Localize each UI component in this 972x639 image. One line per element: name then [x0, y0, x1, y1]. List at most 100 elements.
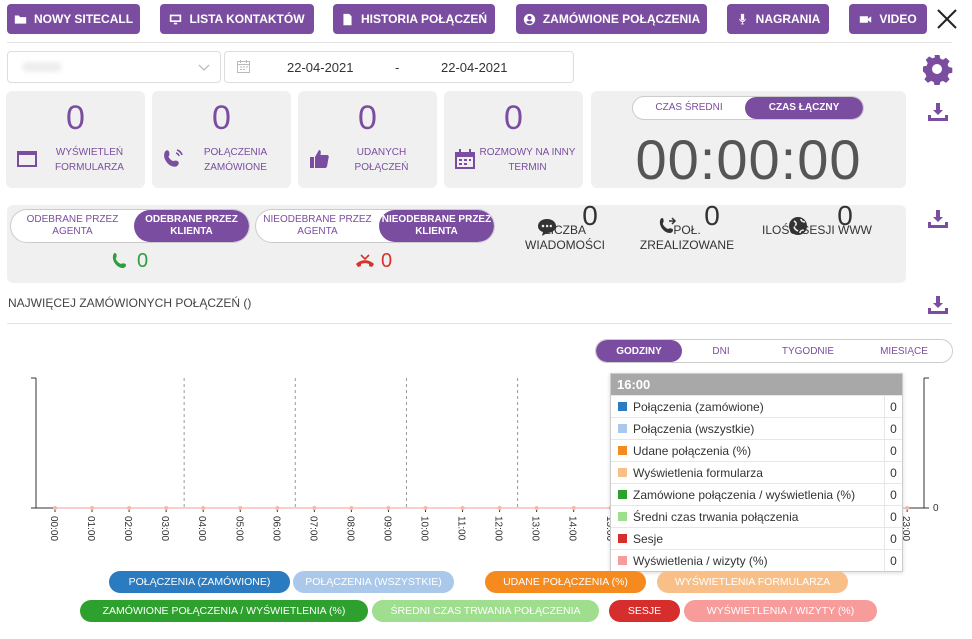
- tab-weeks[interactable]: TYGODNIE: [781, 345, 835, 357]
- data-point: [497, 506, 502, 510]
- stat-value: 0: [212, 99, 231, 137]
- tab-months[interactable]: MIESIĄCE: [880, 345, 928, 357]
- x-tick-label: 02:00: [122, 516, 133, 541]
- x-tick-label: 12:00: [493, 516, 504, 541]
- tooltip-row: Wyświetlenia / wizyty (%) 0: [611, 549, 902, 571]
- data-point: [53, 506, 57, 510]
- nav-ordered-calls-button[interactable]: ZAMÓWIONE POŁĄCZENIA: [516, 4, 707, 34]
- x-tick-label: 07:00: [307, 516, 318, 541]
- tooltip-value: 0: [884, 396, 902, 417]
- legend-toggle-button[interactable]: WYŚWIETLENIA / WIZYTY (%): [684, 600, 877, 622]
- legend-toggle-button[interactable]: UDANE POŁĄCZENIA (%): [485, 571, 646, 593]
- tooltip-value: 0: [884, 506, 902, 527]
- nav-new-sitecall-button[interactable]: NOWY SITECALL: [7, 4, 140, 34]
- thumbs-up-icon: [310, 150, 329, 168]
- tooltip-series-name: Wyświetlenia formularza: [633, 465, 763, 480]
- data-point: [127, 506, 132, 510]
- download-icon[interactable]: [928, 103, 948, 121]
- section-divider: [7, 323, 952, 324]
- tooltip-row: Udane połączenia (%) 0: [611, 439, 902, 461]
- messages-stat: 0 LICZBA WIADOMOŚCI: [505, 200, 625, 253]
- tab-received-by-agent[interactable]: ODEBRANE PRZEZ AGENTA: [26, 214, 119, 237]
- legend-toggle-button[interactable]: WYŚWIETLENIA FORMULARZA: [657, 571, 848, 593]
- tab-received-by-client[interactable]: ODEBRANE PRZEZ KLIENTA: [133, 210, 249, 242]
- gear-icon[interactable]: [921, 53, 953, 85]
- tooltip-series-name: Zamówione połączenia / wyświetlenia (%): [633, 487, 856, 502]
- x-tick-label: 08:00: [344, 516, 355, 541]
- tooltip-swatch: [618, 446, 627, 455]
- tooltip-title: 16:00: [611, 374, 902, 395]
- nav-contact-list-button[interactable]: LISTA KONTAKTÓW: [160, 4, 314, 34]
- download-icon[interactable]: [928, 210, 948, 228]
- legend-toggle-button[interactable]: SESJE: [609, 600, 680, 622]
- time-granularity-tabs: GODZINY DNI TYGODNIE MIESIĄCE: [595, 339, 953, 363]
- x-tick-label: 11:00: [456, 516, 467, 541]
- date-range-picker[interactable]: 22-04-2021 - 22-04-2021: [224, 51, 574, 83]
- tab-missed-by-agent[interactable]: NIEODEBRANE PRZEZ AGENTA: [263, 214, 372, 237]
- nav-recordings-button[interactable]: NAGRANIA: [727, 4, 829, 34]
- data-point: [534, 506, 539, 510]
- missed-toggle: NIEODEBRANE PRZEZ AGENTA NIEODEBRANE PRZ…: [255, 209, 495, 243]
- phone-ringing-icon: [164, 149, 183, 167]
- messages-label: LICZBA WIADOMOŚCI: [525, 223, 605, 252]
- stat-label: UDANYCH POŁĄCZEŃ: [354, 147, 409, 173]
- tab-missed-by-client[interactable]: NIEODEBRANE PRZEZ KLIENTA: [378, 210, 494, 242]
- legend-toggle-button[interactable]: POŁĄCZENIA (ZAMÓWIONE): [109, 571, 290, 593]
- tooltip-row: Wyświetlenia formularza 0: [611, 461, 902, 483]
- account-select[interactable]: [7, 51, 221, 83]
- tooltip-swatch: [618, 468, 627, 477]
- x-tick-label: 00:00: [48, 516, 59, 541]
- top-divider: [7, 42, 952, 43]
- messages-value: 0: [582, 200, 598, 231]
- tab-total-time[interactable]: CZAS ŁĄCZNY: [745, 97, 863, 119]
- stat-card-successful-calls: 0 UDANYCH POŁĄCZEŃ: [298, 91, 437, 188]
- download-icon[interactable]: [928, 296, 948, 314]
- section-title: NAJWIĘCEJ ZAMÓWIONYCH POŁĄCZEŃ (): [8, 296, 252, 310]
- data-point: [164, 506, 169, 510]
- close-icon[interactable]: [936, 8, 958, 30]
- duration-card: CZAS ŚREDNI CZAS ŁĄCZNY 00:00:00: [591, 91, 906, 191]
- tooltip-row: Połączenia (wszystkie) 0: [611, 417, 902, 439]
- calls-summary-card: ODEBRANE PRZEZ AGENTA ODEBRANE PRZEZ KLI…: [7, 200, 906, 283]
- tooltip-value: 0: [884, 484, 902, 505]
- data-point: [571, 506, 576, 510]
- tooltip-row: Średni czas trwania połączenia 0: [611, 505, 902, 527]
- legend-toggle-button[interactable]: ŚREDNI CZAS TRWANIA POŁĄCZENIA: [372, 600, 599, 622]
- nav-call-history-button[interactable]: HISTORIA POŁĄCZEŃ: [333, 4, 495, 34]
- outgoing-stat: 0 POŁ. ZREALIZOWANE: [627, 202, 747, 253]
- legend-toggle-button[interactable]: ZAMÓWIONE POŁĄCZENIA / WYŚWIETLENIA (%): [80, 600, 368, 622]
- tooltip-row: Połączenia (zamówione) 0: [611, 395, 902, 417]
- data-point: [312, 506, 317, 510]
- phone-icon: [112, 252, 126, 268]
- chart-tooltip: 16:00 Połączenia (zamówione) 0 Połączenia …: [610, 373, 903, 572]
- phone-forward-icon: [659, 217, 677, 233]
- form-window-icon: [17, 151, 37, 167]
- stat-card-ordered-calls: 0 POŁĄCZENIA ZAMÓWIONE: [152, 91, 291, 188]
- chat-bubble-icon: [538, 219, 556, 236]
- tooltip-swatch: [618, 534, 627, 543]
- x-tick-label: 13:00: [530, 516, 541, 541]
- nav-label: NAGRANIA: [755, 12, 821, 26]
- date-to: 22-04-2021: [441, 60, 508, 75]
- stat-label: ROZMOWY NA INNY TERMIN: [479, 147, 576, 173]
- document-icon: [343, 13, 352, 25]
- tab-days[interactable]: DNI: [712, 345, 730, 357]
- tooltip-row: Sesje 0: [611, 527, 902, 549]
- globe-icon: [789, 217, 807, 235]
- folder-icon: [14, 14, 27, 24]
- stat-card-form-views: 0 WYŚWIETLEŃ FORMULARZA: [6, 91, 145, 188]
- data-point: [386, 506, 391, 510]
- nav-label: ZAMÓWIONE POŁĄCZENIA: [542, 12, 701, 26]
- tooltip-value: 0: [884, 440, 902, 461]
- outgoing-label: POŁ. ZREALIZOWANE: [639, 223, 735, 252]
- tooltip-swatch: [618, 556, 627, 565]
- user-circle-icon: [523, 13, 536, 25]
- tooltip-series-name: Sesje: [633, 531, 664, 546]
- tab-hours[interactable]: GODZINY: [596, 340, 682, 362]
- x-tick-label: 23:00: [900, 516, 911, 541]
- tab-average-time[interactable]: CZAS ŚREDNI: [655, 102, 723, 113]
- tooltip-value: 0: [884, 550, 902, 571]
- nav-video-button[interactable]: VIDEO: [849, 4, 927, 34]
- tooltip-series-name: Wyświetlenia / wizyty (%): [633, 553, 768, 568]
- legend-toggle-button[interactable]: POŁĄCZENIA (WSZYSTKIE): [293, 571, 454, 593]
